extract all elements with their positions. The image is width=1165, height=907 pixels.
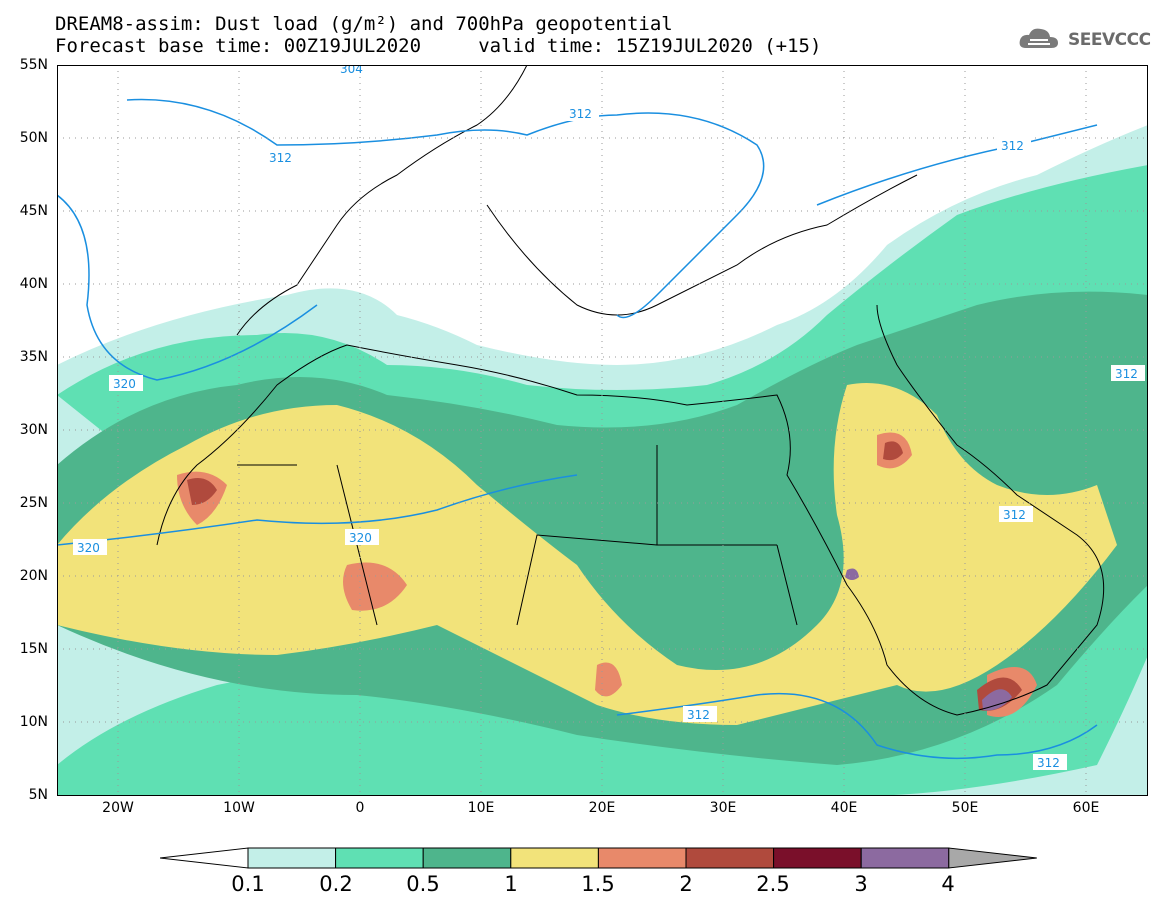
colorbar-segment (160, 847, 249, 869)
colorbar-segment (335, 847, 424, 869)
lon-label: 20W (102, 800, 134, 816)
dust-fields (57, 125, 1148, 796)
lon-label: 20E (588, 800, 616, 816)
map-border (57, 65, 1148, 796)
lon-label: 60E (1072, 800, 1100, 816)
contour-label: 320 (113, 377, 136, 391)
lat-label: 35N (19, 349, 48, 365)
lat-label: 50N (19, 130, 48, 146)
lat-label: 10N (19, 714, 48, 730)
lat-label: 30N (19, 422, 48, 438)
contour-label: 320 (349, 531, 372, 545)
lat-label: 55N (19, 57, 48, 73)
lon-label: 10W (223, 800, 255, 816)
colorbar-label: 1.5 (581, 872, 615, 896)
colorbar-segment (773, 847, 862, 869)
contour-312-south (616, 692, 1098, 760)
logo-text: SEEVCCC (1068, 30, 1151, 50)
contour-label: 312 (269, 151, 292, 165)
lat-label: 25N (19, 495, 48, 511)
contour-320-sahara (57, 474, 578, 546)
colorbar-label: 1 (504, 872, 518, 896)
colorbar-segment (860, 847, 950, 869)
dust-1.5-field (177, 432, 1037, 717)
lon-label: 40E (830, 800, 858, 816)
lat-label: 15N (19, 641, 48, 657)
colorbar-label: 0.1 (231, 872, 265, 896)
colorbar-segment (948, 847, 1037, 869)
chart-title: DREAM8-assim: Dust load (g/m²) and 700hP… (55, 13, 673, 35)
dust-3-field (845, 568, 1012, 711)
contour-label: 312 (1001, 139, 1024, 153)
chart-subtitle: Forecast base time: 00Z19JUL2020 valid t… (55, 35, 822, 57)
contour-label: 320 (77, 541, 100, 555)
contour-label: 312 (1037, 756, 1060, 770)
lon-label: 30E (709, 800, 737, 816)
colorbar-segment (685, 847, 775, 869)
coastlines (156, 65, 1105, 716)
lat-label: 40N (19, 276, 48, 292)
lat-label: 20N (19, 568, 48, 584)
dust-load-map: 320 320 320 312 312 312 312 312 312 312 … (57, 65, 1148, 796)
map-canvas: 320 320 320 312 312 312 312 312 312 312 … (57, 65, 1148, 796)
geopotential-contours (57, 98, 1098, 760)
colorbar-label: 0.5 (406, 872, 440, 896)
colorbar-segment (510, 847, 599, 869)
contour-312-north (126, 98, 765, 319)
colorbar-segment (247, 847, 337, 869)
contour-labels: 320 320 320 312 312 312 312 312 312 312 … (73, 65, 1145, 770)
colorbar-label: 3 (854, 872, 868, 896)
colorbar-segment (422, 847, 512, 869)
lon-label: 10E (467, 800, 495, 816)
contour-label: 312 (569, 107, 592, 121)
contour-label: 312 (687, 708, 710, 722)
contour-label: 312 (1115, 367, 1138, 381)
colorbar-segment (597, 847, 687, 869)
colorbar (160, 847, 1037, 869)
cloud-logo-icon (1019, 28, 1058, 48)
colorbar-label: 2 (679, 872, 693, 896)
contour-320-west (57, 194, 318, 381)
colorbar-label: 0.2 (319, 872, 353, 896)
contour-label: 312 (1003, 508, 1026, 522)
lat-label: 5N (28, 787, 48, 803)
dust-1-field (57, 383, 1117, 725)
contour-label: 304 (340, 65, 363, 76)
colorbar-label: 4 (941, 872, 955, 896)
lon-label: 0 (355, 800, 365, 816)
colorbar-label: 2.5 (756, 872, 790, 896)
lat-label: 45N (19, 203, 48, 219)
lon-label: 50E (951, 800, 979, 816)
